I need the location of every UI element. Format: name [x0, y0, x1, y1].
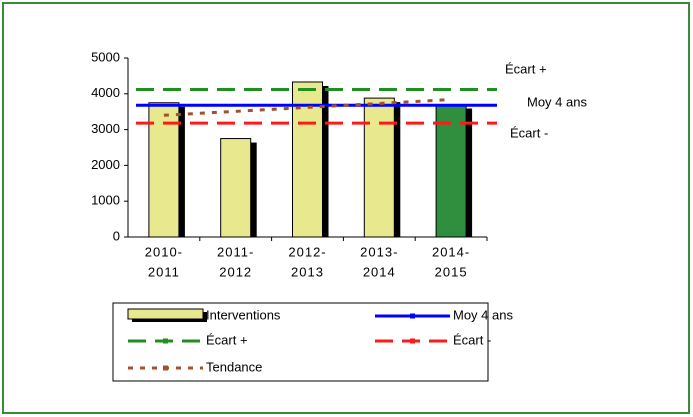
- legend-label: Moy 4 ans: [453, 307, 513, 322]
- legend-marker: [163, 365, 168, 371]
- bar: [363, 97, 395, 238]
- legend-marker: [410, 313, 415, 319]
- x-tick-label: 2012: [219, 264, 252, 279]
- x-tick-label: 2014-: [432, 244, 470, 259]
- legend-label: Écart +: [206, 332, 248, 347]
- line-annotation: Écart -: [510, 125, 548, 140]
- y-tick-label: 5000: [91, 49, 120, 64]
- legend-swatch: [127, 308, 204, 320]
- bar: [435, 104, 467, 238]
- legend-label: Interventions: [206, 307, 281, 322]
- x-tick-label: 2013: [291, 264, 324, 279]
- line-annotation: Écart +: [505, 61, 547, 76]
- legend-label: Écart -: [453, 332, 491, 347]
- bar: [220, 138, 252, 238]
- x-tick-label: 2010-: [145, 244, 183, 259]
- x-tick-label: 2012-: [288, 244, 326, 259]
- bar: [148, 102, 180, 238]
- x-tick-label: 2015: [435, 264, 468, 279]
- legend-marker: [410, 338, 415, 344]
- line-annotation: Moy 4 ans: [527, 94, 587, 109]
- y-tick-label: 2000: [91, 157, 120, 172]
- y-tick-label: 1000: [91, 193, 120, 208]
- y-tick-label: 3000: [91, 121, 120, 136]
- x-tick-label: 2013-: [360, 244, 398, 259]
- legend-marker: [163, 338, 168, 344]
- x-tick-label: 2014: [363, 264, 396, 279]
- legend-label: Tendance: [206, 359, 262, 374]
- y-tick-label: 0: [113, 228, 120, 243]
- x-tick-label: 2011-: [217, 244, 254, 259]
- y-tick-label: 4000: [91, 85, 120, 100]
- x-tick-label: 2011: [148, 264, 180, 279]
